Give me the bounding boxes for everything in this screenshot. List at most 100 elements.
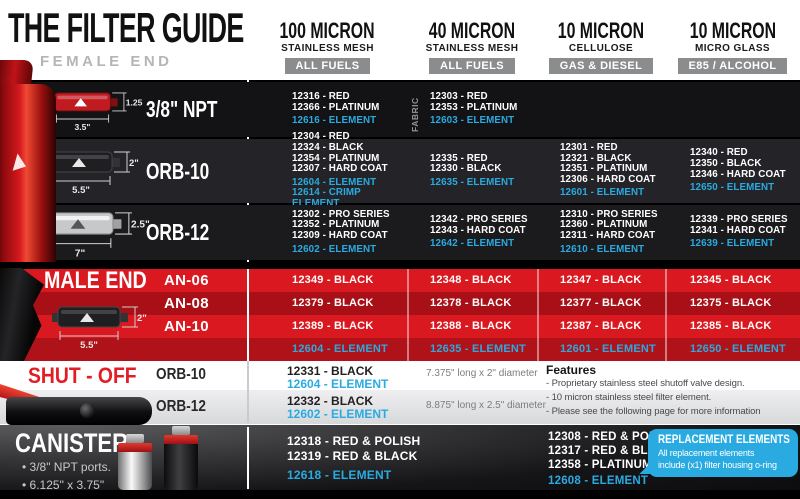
part-number: 12389 - BLACK bbox=[292, 320, 374, 332]
male-end-section: MALE END AN-06 AN-08 AN-10 2" 5.5" 12349… bbox=[0, 262, 800, 361]
column-header-10-micron-micro-glass: 10 MICRON MICRO GLASS E85 / ALCOHOL bbox=[665, 20, 800, 74]
valve-body bbox=[6, 397, 152, 425]
part-number: 12387 - BLACK bbox=[560, 320, 642, 332]
cell-100micron: 12302 - PRO SERIES 12352 - PLATINUM 1230… bbox=[292, 205, 404, 260]
length-dimension: 5.5" bbox=[80, 340, 98, 350]
part-numbers: 12340 - RED 12350 - BLACK 12346 - HARD C… bbox=[690, 147, 786, 180]
table-row-npt: 1.25" 3.5" 3/8" NPT 12316 - RED 12366 - … bbox=[0, 82, 800, 137]
shutoff-title: SHUT - OFF bbox=[28, 363, 137, 388]
part-number: 12388 - BLACK bbox=[430, 320, 512, 332]
part-numbers: 12316 - RED 12366 - PLATINUM bbox=[292, 91, 380, 113]
column-divider bbox=[665, 269, 667, 361]
row-label-an10: AN-10 bbox=[164, 318, 209, 335]
part-numbers: 12304 - RED 12324 - BLACK 12354 - PLATIN… bbox=[292, 131, 388, 175]
length-dimension: 7" bbox=[75, 248, 86, 258]
column-subtitle: STAINLESS MESH bbox=[425, 43, 519, 54]
part-number: 12349 - BLACK bbox=[292, 274, 374, 286]
column-header-40-micron: 40 MICRON STAINLESS MESH ALL FUELS bbox=[407, 20, 537, 74]
column-divider bbox=[407, 269, 409, 361]
row-stripe-an10 bbox=[0, 315, 800, 338]
fuel-badge: ALL FUELS bbox=[429, 58, 515, 74]
row-label-orb10: ORB-10 bbox=[156, 366, 206, 383]
canister-body bbox=[164, 444, 198, 490]
part-number: 12347 - BLACK bbox=[560, 274, 642, 286]
part-numbers: 12310 - PRO SERIES 12360 - PLATINUM 1231… bbox=[560, 208, 658, 241]
row-stripe-elements bbox=[0, 338, 800, 361]
female-end-section-label: FEMALE END bbox=[40, 53, 173, 70]
cell-100micron: 12316 - RED 12366 - PLATINUM 12616 - ELEM… bbox=[292, 82, 404, 137]
part-numbers: 12318 - RED & POLISH 12319 - RED & BLACK bbox=[287, 434, 421, 464]
features-title: Features bbox=[546, 363, 597, 377]
fuel-badge: E85 / ALCOHOL bbox=[677, 58, 788, 74]
canister-specs: • 3/8" NPT ports. • 6.125" x 3.75" bbox=[22, 460, 111, 492]
element-number: 12650 - ELEMENT bbox=[690, 343, 786, 355]
mounting-bracket bbox=[126, 434, 144, 443]
element-number: 12604 - ELEMENT bbox=[292, 343, 388, 355]
element-numbers: 12639 - ELEMENT bbox=[690, 238, 775, 250]
element-numbers: 12650 - ELEMENT bbox=[690, 182, 775, 194]
silver-filter-illustration: 2.5" 7" bbox=[40, 211, 150, 258]
cell-40micron: 12335 - RED 12330 - BLACK 12635 - ELEMENT bbox=[430, 139, 534, 203]
column-subtitle: MICRO GLASS bbox=[695, 43, 770, 54]
height-dimension: 2" bbox=[137, 313, 147, 324]
element-number: 12602 - ELEMENT bbox=[287, 407, 389, 421]
row-label-an08: AN-08 bbox=[164, 295, 209, 312]
female-end-table: 1.25" 3.5" 3/8" NPT 12316 - RED 12366 - … bbox=[0, 80, 800, 262]
bottom-bar bbox=[0, 490, 800, 499]
element-numbers: 12616 - ELEMENT bbox=[292, 115, 377, 127]
table-row-orb10: 2" 5.5" ORB-10 12304 - RED 12324 - BLACK… bbox=[0, 132, 800, 209]
part-number: 12385 - BLACK bbox=[690, 320, 772, 332]
cell-40micron: 12342 - PRO SERIES 12343 - HARD COAT 1264… bbox=[430, 205, 534, 260]
features-list: - Proprietary stainless steel shutoff va… bbox=[546, 378, 761, 417]
valve-pivot bbox=[80, 403, 95, 418]
cell-10micron-glass bbox=[690, 82, 796, 137]
dimension-note: 7.375" long x 2" diameter bbox=[426, 368, 538, 379]
replacement-elements-callout: REPLACEMENT ELEMENTS All replacement ele… bbox=[639, 429, 798, 478]
part-numbers: 12342 - PRO SERIES 12343 - HARD COAT bbox=[430, 214, 528, 236]
part-number: 12378 - BLACK bbox=[430, 297, 512, 309]
row-label-npt: 3/8" NPT bbox=[146, 96, 218, 122]
canister-section: CANISTER • 3/8" NPT ports. • 6.125" x 3.… bbox=[0, 425, 800, 499]
height-dimension: 1.25" bbox=[126, 97, 143, 107]
part-numbers: 12302 - PRO SERIES 12352 - PLATINUM 1230… bbox=[292, 208, 390, 241]
shutoff-section: SHUT - OFF ORB-10 ORB-12 12331 - BLACK 1… bbox=[0, 361, 800, 425]
features-block: Features - Proprietary stainless steel s… bbox=[546, 363, 796, 418]
chrome-canister bbox=[118, 434, 152, 490]
fabric-note: FABRIC bbox=[410, 97, 420, 132]
canister-product-photos bbox=[118, 426, 210, 490]
section-divider bbox=[0, 262, 800, 269]
cell-100micron: 12304 - RED 12324 - BLACK 12354 - PLATIN… bbox=[292, 132, 404, 209]
element-numbers: 12642 - ELEMENT bbox=[430, 238, 515, 250]
row-label-orb12: ORB-12 bbox=[146, 219, 210, 245]
row-label-an06: AN-06 bbox=[164, 272, 209, 289]
column-title: 10 MICRON bbox=[557, 18, 645, 43]
black-filter-illustration: 2" 5.5" bbox=[52, 306, 147, 350]
black-canister bbox=[164, 426, 198, 490]
length-dimension: 5.5" bbox=[72, 185, 90, 195]
column-title: 100 MICRON bbox=[279, 18, 376, 43]
part-number: 12375 - BLACK bbox=[690, 297, 772, 309]
red-cap bbox=[118, 443, 152, 452]
part-number: 12379 - BLACK bbox=[292, 297, 374, 309]
element-numbers: 12604 - ELEMENT 12614 - CRIMP ELEMENT bbox=[292, 176, 377, 209]
page-title-text: THE FILTER GUIDE bbox=[8, 4, 244, 51]
column-title: 40 MICRON bbox=[428, 18, 516, 43]
part-number: 12345 - BLACK bbox=[690, 274, 772, 286]
row-label-orb12: ORB-12 bbox=[156, 398, 206, 415]
row-stripe-an06 bbox=[0, 269, 800, 292]
column-subtitle: CELLULOSE bbox=[568, 43, 634, 54]
element-number: 12608 - ELEMENT bbox=[548, 475, 649, 488]
page-title: THE FILTER GUIDE bbox=[8, 4, 376, 52]
part-numbers: 12301 - RED 12321 - BLACK 12351 - PLATIN… bbox=[560, 142, 656, 185]
cell-10micron-glass: 12339 - PRO SERIES 12341 - HARD COAT 1263… bbox=[690, 205, 796, 260]
red-cap bbox=[164, 435, 198, 444]
cell-10micron-cellulose: 12301 - RED 12321 - BLACK 12351 - PLATIN… bbox=[560, 139, 662, 203]
label-column-divider bbox=[247, 427, 249, 489]
part-number: 12377 - BLACK bbox=[560, 297, 642, 309]
column-divider bbox=[537, 269, 539, 361]
canister-body bbox=[118, 452, 152, 490]
part-number: 12332 - BLACK bbox=[287, 394, 374, 408]
element-number: 12604 - ELEMENT bbox=[287, 377, 389, 391]
element-numbers: 12610 - ELEMENT bbox=[560, 243, 645, 255]
